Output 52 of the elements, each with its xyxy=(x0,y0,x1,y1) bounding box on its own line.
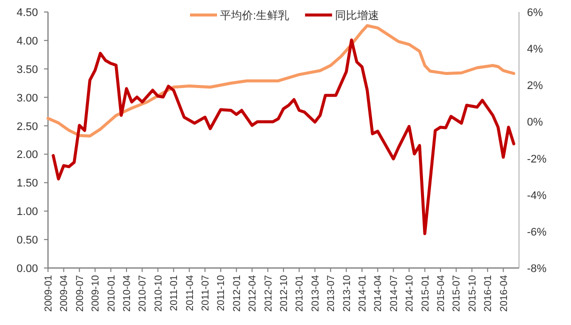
x-tick-label: 2012-07 xyxy=(263,274,274,312)
y-tick-label: 4.00 xyxy=(16,35,38,48)
legend-label: 平均价:生鲜乳 xyxy=(220,9,290,22)
x-tick-label: 2015-10 xyxy=(467,274,478,312)
y2-tick-label: 0% xyxy=(527,116,544,129)
x-tick-label: 2010-07 xyxy=(138,274,149,312)
y-tick-label: 3.00 xyxy=(16,92,38,104)
y-tick-label: 0.00 xyxy=(16,263,38,275)
x-tick-label: 2015-04 xyxy=(436,274,447,312)
x-tick-label: 2009-04 xyxy=(59,274,70,312)
x-tick-label: 2015-01 xyxy=(420,274,432,312)
line-series xyxy=(46,24,516,138)
x-tick-label: 2010-01 xyxy=(106,274,118,312)
x-tick-label: 2010-04 xyxy=(122,274,133,312)
x-tick-label: 2011-01 xyxy=(169,274,180,311)
x-tick-label: 2016-01 xyxy=(483,274,494,312)
y-tick-label: 1.50 xyxy=(16,178,38,190)
y-tick-label: 2.50 xyxy=(16,120,38,133)
y2-tick-label: 2% xyxy=(527,80,544,92)
line-series xyxy=(52,38,516,236)
legend-label: 同比增速 xyxy=(335,9,380,22)
x-tick-label: 2015-07 xyxy=(452,274,463,312)
x-tick-label: 2013-10 xyxy=(342,274,353,312)
y-tick-label: 3.50 xyxy=(16,64,38,76)
y-tick-label: 1.00 xyxy=(16,206,38,218)
y2-tick-label: 6% xyxy=(527,7,544,19)
x-tick-label: 2011-10 xyxy=(216,274,228,311)
x-tick-label: 2013-04 xyxy=(310,274,322,312)
x-tick-label: 2010-10 xyxy=(153,274,164,312)
y2-tick-label: -8% xyxy=(527,263,547,275)
x-tick-label: 2012-01 xyxy=(232,274,243,312)
y-tick-label: 0.50 xyxy=(16,234,38,247)
y-tick-label: 4.50 xyxy=(16,7,38,19)
x-tick-label: 2012-04 xyxy=(248,274,259,312)
x-tick-label: 2016-04 xyxy=(498,274,510,312)
x-tick-label: 2009-01 xyxy=(44,274,54,312)
x-tick-label: 2014-07 xyxy=(388,274,400,312)
x-tick-label: 2013-07 xyxy=(326,274,338,312)
x-tick-label: 2011-04 xyxy=(184,274,196,311)
x-tick-label: 2013-01 xyxy=(294,274,306,312)
x-tick-label: 2012-10 xyxy=(279,274,290,312)
y2-tick-label: -6% xyxy=(527,226,547,238)
x-tick-label: 2014-04 xyxy=(373,274,384,312)
x-tick-label: 2014-01 xyxy=(358,274,368,312)
x-tick-label: 2014-10 xyxy=(404,274,416,312)
y2-tick-label: -4% xyxy=(527,190,547,202)
y-tick-label: 2.00 xyxy=(16,149,38,162)
x-tick-label: 2011-07 xyxy=(200,274,212,311)
x-tick-label: 2009-10 xyxy=(90,274,102,312)
y2-tick-label: -2% xyxy=(527,153,547,166)
x-tick-label: 2009-07 xyxy=(74,274,86,312)
y2-tick-label: 4% xyxy=(527,44,544,56)
